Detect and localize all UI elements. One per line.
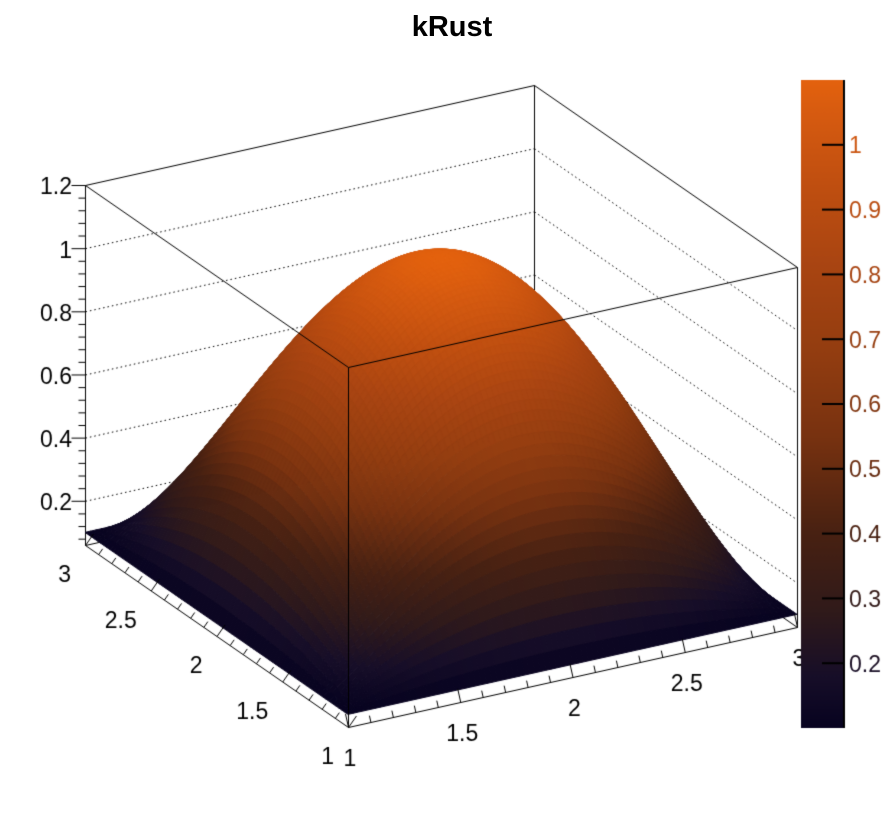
plot-title: kRust	[411, 11, 493, 43]
